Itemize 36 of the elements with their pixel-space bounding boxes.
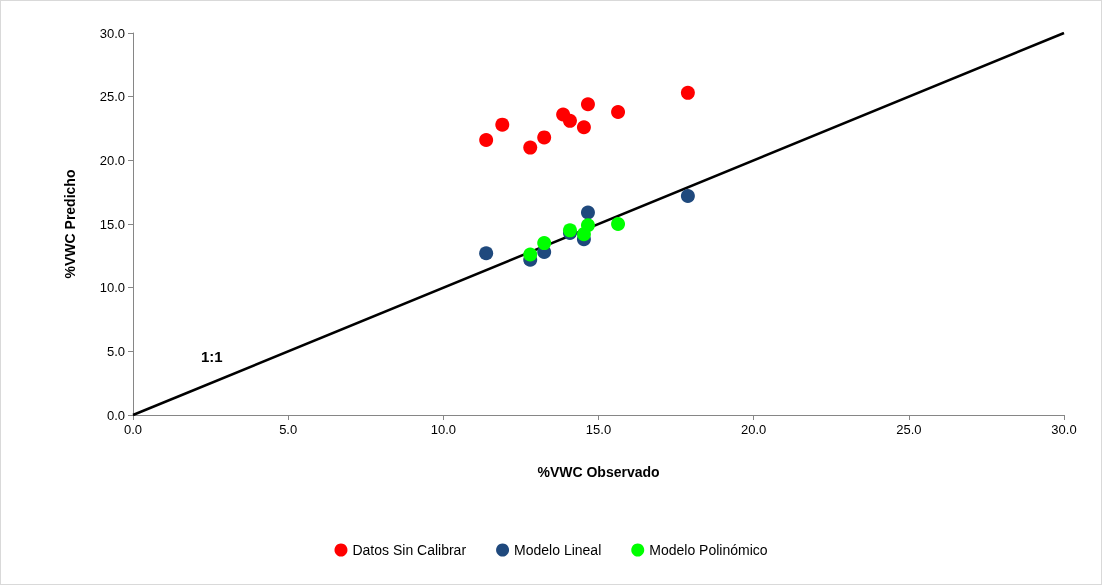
y-tick-label: 20.0 bbox=[99, 152, 125, 168]
y-tick-label: 30.0 bbox=[99, 25, 125, 41]
legend-label: Modelo Lineal bbox=[514, 542, 602, 558]
x-tick-label: 0.0 bbox=[123, 422, 143, 437]
x-tick-label: 10.0 bbox=[430, 422, 456, 437]
legend-label: Modelo Polinómico bbox=[649, 542, 768, 558]
point bbox=[680, 188, 695, 203]
y-tick-label: 10.0 bbox=[99, 280, 125, 296]
point bbox=[523, 140, 538, 155]
x-tick-label: 25.0 bbox=[896, 422, 922, 437]
x-axis-title: %VWC Observado bbox=[537, 464, 660, 480]
y-tick-label: 25.0 bbox=[99, 89, 125, 105]
point bbox=[523, 247, 538, 262]
x-tick-label: 20.0 bbox=[741, 422, 767, 437]
legend-label: Datos Sin Calibrar bbox=[352, 542, 467, 558]
point bbox=[479, 246, 494, 261]
point bbox=[537, 236, 552, 251]
point bbox=[576, 120, 591, 135]
x-tick-label: 30.0 bbox=[1051, 422, 1077, 437]
point bbox=[680, 85, 695, 100]
y-tick-label: 5.0 bbox=[106, 343, 125, 359]
point bbox=[479, 132, 494, 147]
point bbox=[611, 217, 626, 231]
x-tick-label: 5.0 bbox=[279, 422, 298, 437]
point bbox=[537, 130, 552, 145]
point bbox=[611, 104, 626, 119]
y-axis-title: %VWC Predicho bbox=[62, 169, 78, 279]
y-tick-label: 0.0 bbox=[106, 407, 125, 423]
point bbox=[580, 97, 595, 112]
point bbox=[580, 218, 595, 233]
y-tick-label: 15.0 bbox=[99, 216, 125, 232]
point bbox=[495, 117, 510, 132]
point bbox=[562, 113, 577, 128]
x-tick-label: 15.0 bbox=[585, 422, 612, 437]
point bbox=[580, 205, 595, 220]
annotation: 1:1 bbox=[201, 348, 223, 365]
